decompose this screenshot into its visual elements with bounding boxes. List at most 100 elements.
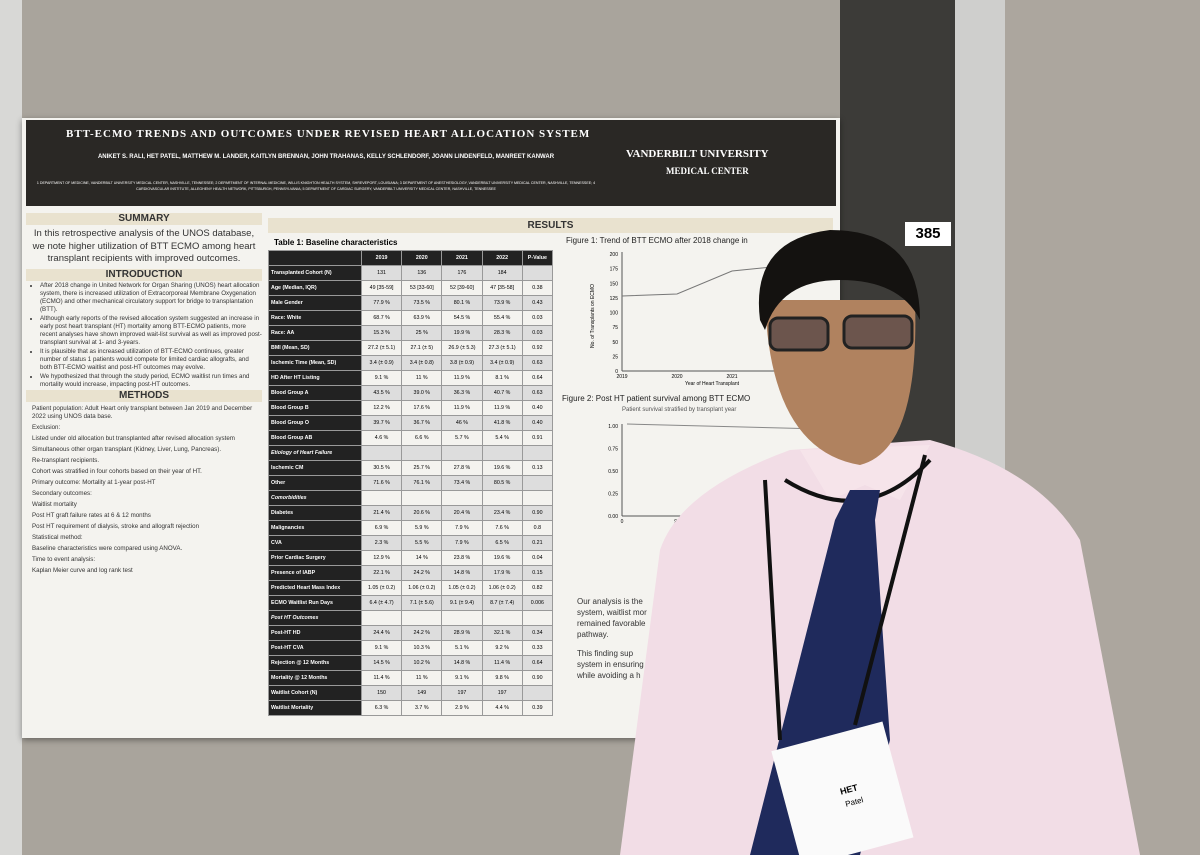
table-cell: 11.9 %: [441, 370, 483, 386]
table-cell: 8.7 (± 7.4): [481, 595, 523, 611]
glasses: [768, 316, 830, 352]
tick-label: 100: [610, 311, 619, 317]
table-cell: 3.8 (± 0.9): [441, 355, 483, 371]
table-cell: 19.6 %: [481, 460, 523, 476]
poster-title: BTT-ECMO TRENDS AND OUTCOMES UNDER REVIS…: [66, 128, 591, 140]
table-cell: 0.34: [521, 625, 554, 641]
tick-label: 0: [621, 519, 624, 525]
methods: Patient population: Adult Heart only tra…: [26, 405, 262, 575]
header-cell: 2020: [401, 250, 443, 266]
table-cell: 11.9 %: [441, 400, 483, 416]
table-cell: 27.2 (± 5.1): [360, 340, 403, 356]
methods-text: Re-transplant recipients.: [32, 456, 100, 464]
table-row: Diabetes 21.4 % 20.6 % 20.4 % 23.4 % 0.90: [268, 505, 554, 521]
table-cell: Presence of IABP: [268, 565, 362, 581]
table-cell: Diabetes: [268, 505, 362, 521]
table-cell: Blood Group AB: [268, 430, 362, 446]
table-cell: Post HT Outcomes: [268, 610, 362, 626]
header-cell: 2022: [481, 250, 523, 266]
table-cell: [521, 685, 554, 701]
tick-label: 2020: [671, 374, 682, 380]
table-cell: 19.9 %: [441, 325, 483, 341]
table-cell: 27.8 %: [441, 460, 483, 476]
table-cell: 17.9 %: [481, 565, 523, 581]
table-cell: 15.3 %: [360, 325, 403, 341]
figure-title: Figure 2: Post HT patient survival among…: [562, 394, 751, 403]
table-cell: Post-HT CVA: [268, 640, 362, 656]
bullet: We hypothesized that through the study p…: [40, 373, 262, 389]
table-cell: Blood Group A: [268, 385, 362, 401]
table-cell: 7.9 %: [441, 535, 483, 551]
table-cell: 197: [441, 685, 483, 701]
table-cell: 0.13: [521, 460, 554, 476]
table-cell: 14.8 %: [441, 565, 483, 581]
tick-label: 175: [610, 267, 619, 273]
table-cell: 3.4 (± 0.9): [360, 355, 403, 371]
table-cell: 36.7 %: [401, 415, 443, 431]
table-cell: 25.7 %: [401, 460, 443, 476]
table-cell: 0.33: [521, 640, 554, 656]
table-cell: 68.7 %: [360, 310, 403, 326]
table-cell: 12.9 %: [360, 550, 403, 566]
table-cell: Predicted Heart Mass Index: [268, 580, 362, 596]
table-cell: 14.8 %: [441, 655, 483, 671]
table-cell: 9.8 %: [481, 670, 523, 686]
table-cell: Rejection @ 12 Months: [268, 655, 362, 671]
table-cell: 49 [35-59]: [360, 280, 403, 296]
table-cell: Ischemic CM: [268, 460, 362, 476]
conclusion-line: This finding sup: [577, 649, 634, 658]
table-cell: 0.006: [521, 595, 554, 611]
table-cell: Transplanted Cohort (N): [268, 265, 362, 281]
institution: MEDICAL CENTER: [666, 166, 749, 176]
table-cell: Other: [268, 475, 362, 491]
table-row: Post-HT CVA 9.1 % 10.3 % 5.1 % 9.2 % 0.33: [268, 640, 554, 656]
table-cell: 14.5 %: [360, 655, 403, 671]
table-cell: 4.6 %: [360, 430, 403, 446]
table-cell: 136: [401, 265, 443, 281]
table-cell: 3.4 (± 0.8): [401, 355, 443, 371]
section-heading: INTRODUCTION: [26, 268, 262, 281]
tick-label: 0.00: [608, 514, 618, 520]
table-cell: 0.40: [521, 415, 554, 431]
table-cell: 0.92: [521, 340, 554, 356]
summary: In this retrospective analysis of the UN…: [32, 228, 256, 264]
booth-number: 385: [905, 222, 951, 246]
methods-text: Simultaneous other organ transplant (Kid…: [32, 445, 222, 453]
table-cell: 73.5 %: [401, 295, 443, 311]
table-cell: 150: [360, 685, 403, 701]
methods-text: Exclusion:: [32, 423, 61, 431]
table-cell: [481, 490, 523, 506]
table-cell: [521, 265, 554, 281]
table-row: Blood Group O 39.7 % 36.7 % 46 % 41.8 % 0.40: [268, 415, 554, 431]
tick-label: 150: [610, 281, 619, 287]
figure-title: Figure 1: Trend of BTT ECMO after 2018 c…: [566, 236, 748, 245]
table-cell: 9.1 %: [360, 370, 403, 386]
methods-text: Primary outcome: Mortality at 1-year pos…: [32, 478, 156, 486]
table-row: Prior Cardiac Surgery 12.9 % 14 % 23.8 % 19.…: [268, 550, 554, 566]
table-cell: Mortality @ 12 Months: [268, 670, 362, 686]
conclusion-line: remained favorable: [577, 619, 646, 628]
table-cell: 76.1 %: [401, 475, 443, 491]
table-row: Race: AA 15.3 % 25 % 19.9 % 28.3 % 0.03: [268, 325, 554, 341]
table-cell: 0.91: [521, 430, 554, 446]
table-cell: 0.40: [521, 400, 554, 416]
pole: [955, 0, 1005, 500]
table-cell: 24.2 %: [401, 565, 443, 581]
table-cell: 149: [401, 685, 443, 701]
x-label: Year of Heart Transplant: [685, 381, 740, 387]
name-badge: [771, 721, 914, 855]
table-cell: 36.3 %: [441, 385, 483, 401]
table-row: BMI (Mean, SD) 27.2 (± 5.1) 27.1 (± 5) 26.9…: [268, 340, 554, 356]
header-row: 2019 2020 2021 2022 P-Value: [268, 250, 554, 266]
table-cell: Malignancies: [268, 520, 362, 536]
conclusion-line: pathway.: [577, 630, 609, 639]
table-cell: Comorbidities: [268, 490, 362, 506]
table-cell: 0.64: [521, 370, 554, 386]
glasses: [842, 314, 914, 350]
methods-text: Kaplan Meier curve and log rank test: [32, 566, 133, 574]
table-cell: 52 [39-60]: [441, 280, 483, 296]
tick-label: 0.75: [608, 447, 618, 453]
table-row: Waitlist Mortality 6.3 % 3.7 % 2.9 % 4.4 % 0.…: [268, 700, 554, 716]
table-row: Predicted Heart Mass Index 1.05 (± 0.2) 1.…: [268, 580, 554, 596]
table-cell: 0.04: [521, 550, 554, 566]
